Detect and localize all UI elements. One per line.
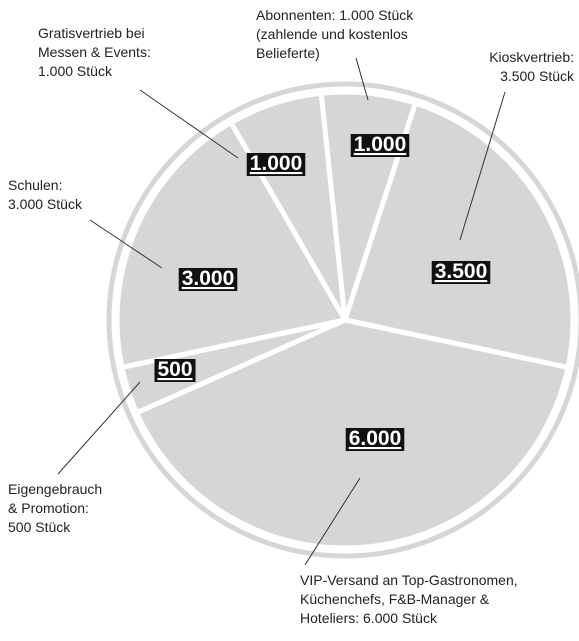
pie-slice bbox=[228, 90, 348, 323]
value-label-box bbox=[246, 153, 306, 176]
value-label-box bbox=[154, 359, 196, 382]
callout-line bbox=[459, 91, 506, 241]
value-label: 1.000 bbox=[250, 152, 303, 175]
category-label: Küchenchefs, F&B-Manager & bbox=[300, 591, 490, 607]
category-label: VIP-Versand an Top-Gastronomen, bbox=[300, 572, 518, 588]
category-label: & Promotion: bbox=[8, 500, 89, 516]
callout-line bbox=[57, 381, 141, 475]
category-label: 1.000 Stück bbox=[38, 63, 113, 79]
value-label-box bbox=[350, 134, 410, 157]
pie-slice bbox=[342, 100, 576, 370]
category-label: Gratisvertrieb bei bbox=[38, 25, 145, 41]
outer-ring bbox=[106, 81, 579, 559]
value-label: 6.000 bbox=[349, 427, 402, 450]
category-label: Abonnenten: 1.000 Stück bbox=[256, 7, 414, 23]
callout-line bbox=[355, 57, 369, 101]
category-label: Schulen: bbox=[8, 177, 62, 193]
callout-line bbox=[139, 89, 239, 159]
category-label: 3.000 Stück bbox=[8, 196, 83, 212]
value-label: 1.000 bbox=[354, 133, 407, 156]
category-label: 500 Stück bbox=[8, 519, 71, 535]
callout-line bbox=[304, 477, 361, 566]
pie-slice bbox=[114, 120, 348, 370]
category-label: Eigengebrauch bbox=[8, 481, 102, 497]
value-label-box bbox=[178, 268, 238, 291]
value-label-box bbox=[431, 261, 491, 284]
category-label: (zahlende und kostenlos bbox=[256, 26, 408, 42]
value-label: 500 bbox=[157, 358, 192, 381]
value-label: 3.000 bbox=[182, 267, 235, 290]
category-label: Kioskvertrieb: bbox=[489, 49, 574, 65]
value-label-box bbox=[345, 428, 405, 451]
category-label: 3.500 Stück bbox=[500, 68, 575, 84]
value-label: 3.500 bbox=[435, 260, 488, 283]
category-label: Belieferte) bbox=[256, 45, 320, 61]
category-label: Messen & Events: bbox=[38, 44, 151, 60]
category-label: Hoteliers: 6.000 Stück bbox=[300, 610, 438, 626]
callout-line bbox=[89, 219, 163, 269]
